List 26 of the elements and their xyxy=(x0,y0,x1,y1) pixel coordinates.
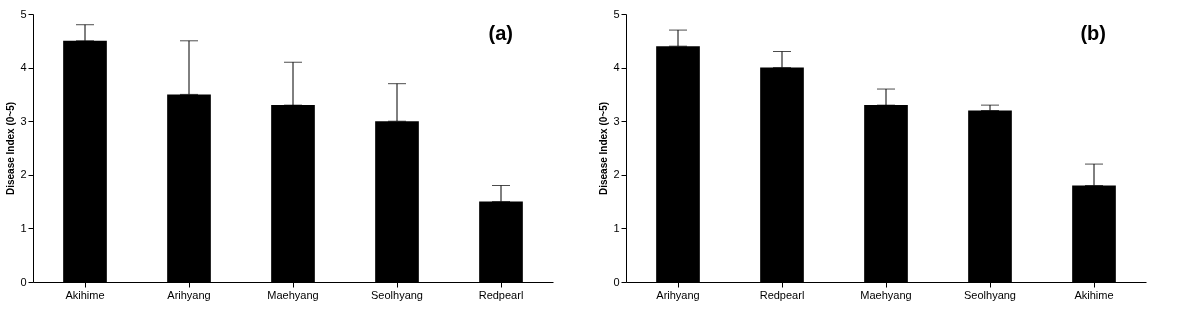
y-tick-label: 2 xyxy=(20,168,27,181)
y-tick-label: 4 xyxy=(20,61,27,74)
x-tick-label: Akihime xyxy=(1074,288,1114,301)
x-tick-label: Arihyang xyxy=(167,288,211,301)
y-tick-label: 1 xyxy=(613,221,620,234)
x-tick-label: Maehyang xyxy=(267,288,319,301)
y-tick-label: 5 xyxy=(20,7,27,20)
annotation: (b) xyxy=(1080,22,1106,44)
y-tick-label: 4 xyxy=(613,61,620,74)
y-tick-label: 2 xyxy=(613,168,620,181)
x-tick-label: Redpearl xyxy=(478,288,524,301)
x-tick-label: Seolhyang xyxy=(371,288,423,301)
y-tick-label: 1 xyxy=(20,221,27,234)
x-tick-label: Redpearl xyxy=(759,288,805,301)
x-tick-label: Seolhyang xyxy=(964,288,1016,301)
x-tick-label: Maehyang xyxy=(860,288,912,301)
y-tick-label: 0 xyxy=(613,275,620,288)
y-tick-label: 3 xyxy=(20,114,27,127)
x-tick-label: Arihyang xyxy=(656,288,700,301)
y-tick-label: 3 xyxy=(613,114,620,127)
y-axis-title: Disease Index (0~5) xyxy=(598,101,610,196)
y-tick-label: 0 xyxy=(20,275,27,288)
annotation: (a) xyxy=(488,22,513,44)
x-tick-label: Akihime xyxy=(65,288,105,301)
y-axis-title: Disease Index (0~5) xyxy=(5,101,17,196)
y-tick-label: 5 xyxy=(613,7,620,20)
